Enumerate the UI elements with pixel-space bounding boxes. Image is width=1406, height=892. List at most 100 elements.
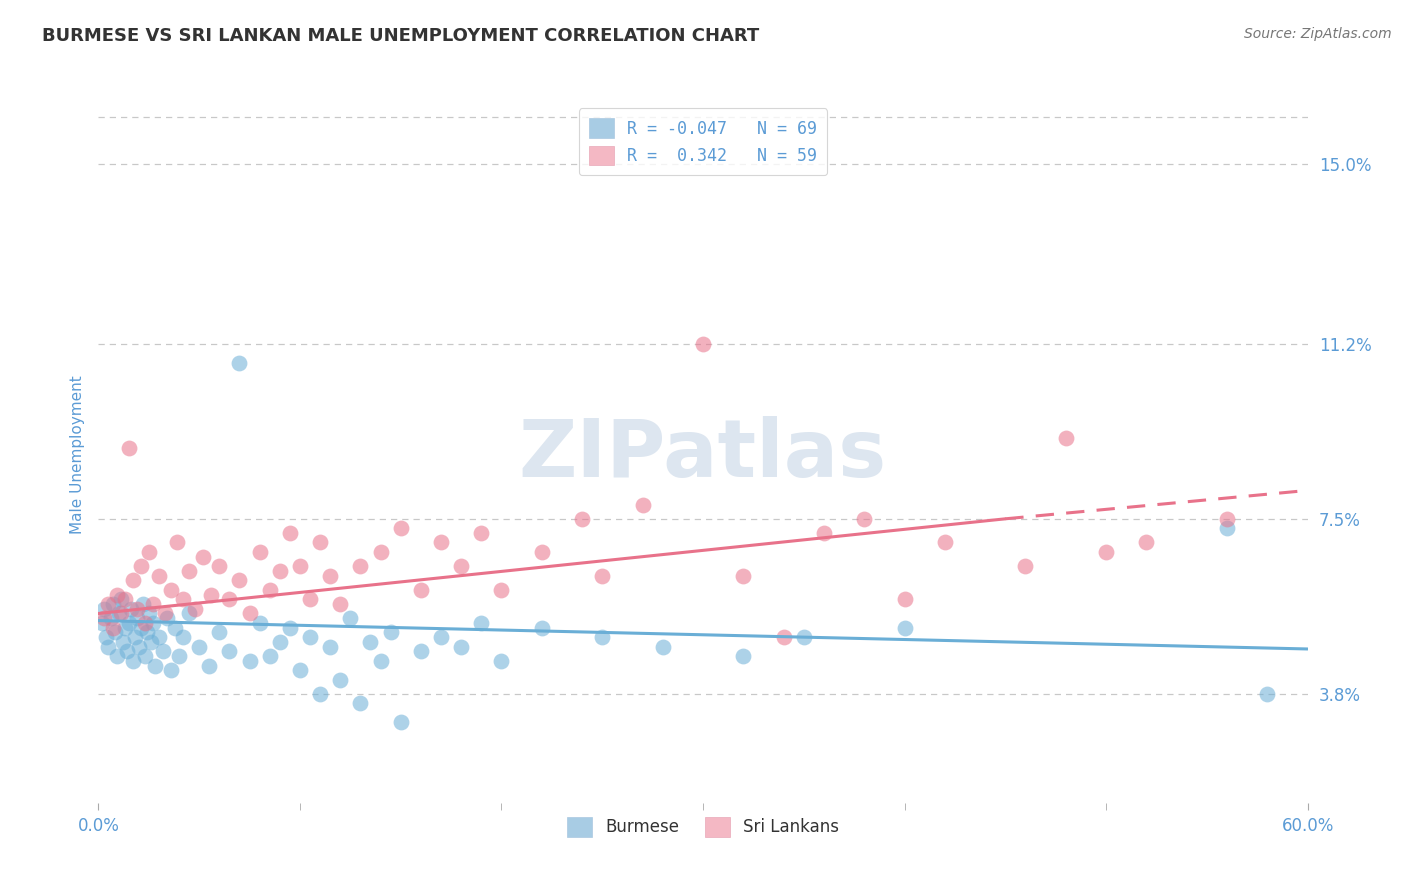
Point <box>228 574 250 588</box>
Point <box>430 535 453 549</box>
Point <box>278 621 301 635</box>
Point <box>91 615 114 630</box>
Y-axis label: Male Unemployment: Male Unemployment <box>69 376 84 534</box>
Point <box>934 535 956 549</box>
Point <box>370 654 392 668</box>
Point <box>163 621 186 635</box>
Point <box>115 644 138 658</box>
Point <box>409 644 432 658</box>
Point <box>772 630 794 644</box>
Point <box>309 687 332 701</box>
Point <box>148 568 170 582</box>
Point <box>530 545 553 559</box>
Point <box>101 597 124 611</box>
Point <box>1135 535 1157 549</box>
Point <box>269 564 291 578</box>
Text: Source: ZipAtlas.com: Source: ZipAtlas.com <box>1244 27 1392 41</box>
Point <box>132 597 155 611</box>
Point <box>893 621 915 635</box>
Point <box>349 697 371 711</box>
Point <box>591 630 613 644</box>
Text: ZIPatlas: ZIPatlas <box>519 416 887 494</box>
Point <box>114 621 136 635</box>
Point <box>288 663 311 677</box>
Point <box>121 574 143 588</box>
Point <box>591 568 613 582</box>
Point <box>319 568 342 582</box>
Point <box>853 512 876 526</box>
Point <box>470 615 492 630</box>
Point <box>1014 559 1036 574</box>
Point <box>430 630 453 644</box>
Point <box>349 559 371 574</box>
Point <box>120 601 142 615</box>
Point <box>651 640 673 654</box>
Point <box>129 621 152 635</box>
Point <box>101 621 124 635</box>
Point <box>118 441 141 455</box>
Point <box>134 615 156 630</box>
Point <box>470 526 492 541</box>
Point <box>1095 545 1118 559</box>
Point <box>166 535 188 549</box>
Point <box>156 611 179 625</box>
Point <box>179 607 201 621</box>
Point <box>893 592 915 607</box>
Point <box>179 564 201 578</box>
Point <box>329 673 352 687</box>
Point <box>198 658 221 673</box>
Point <box>631 498 654 512</box>
Point <box>172 630 194 644</box>
Point <box>278 526 301 541</box>
Point <box>93 611 115 625</box>
Point <box>450 559 472 574</box>
Point <box>148 630 170 644</box>
Point <box>184 601 207 615</box>
Point <box>97 597 120 611</box>
Point <box>389 521 412 535</box>
Point <box>118 615 141 630</box>
Point <box>339 611 361 625</box>
Point <box>370 545 392 559</box>
Point <box>249 615 271 630</box>
Point <box>125 611 148 625</box>
Point <box>793 630 815 644</box>
Legend: Burmese, Sri Lankans: Burmese, Sri Lankans <box>561 811 845 843</box>
Point <box>299 592 322 607</box>
Point <box>193 549 215 564</box>
Point <box>239 607 262 621</box>
Point <box>129 559 152 574</box>
Point <box>409 582 432 597</box>
Text: BURMESE VS SRI LANKAN MALE UNEMPLOYMENT CORRELATION CHART: BURMESE VS SRI LANKAN MALE UNEMPLOYMENT … <box>42 27 759 45</box>
Point <box>142 615 165 630</box>
Point <box>172 592 194 607</box>
Point <box>1216 512 1239 526</box>
Point <box>1256 687 1278 701</box>
Point <box>110 607 132 621</box>
Point <box>329 597 352 611</box>
Point <box>380 625 402 640</box>
Point <box>93 601 115 615</box>
Point <box>733 568 755 582</box>
Point <box>319 640 342 654</box>
Point <box>200 588 222 602</box>
Point <box>249 545 271 559</box>
Point <box>491 582 513 597</box>
Point <box>152 644 174 658</box>
Point <box>121 654 143 668</box>
Point <box>813 526 835 541</box>
Point <box>1216 521 1239 535</box>
Point <box>228 356 250 370</box>
Point <box>1054 431 1077 445</box>
Point <box>259 649 281 664</box>
Point <box>107 607 129 621</box>
Point <box>97 640 120 654</box>
Point <box>491 654 513 668</box>
Point <box>450 640 472 654</box>
Point <box>100 611 122 625</box>
Point <box>208 559 231 574</box>
Point <box>288 559 311 574</box>
Point <box>360 635 382 649</box>
Point <box>105 588 128 602</box>
Point <box>139 635 162 649</box>
